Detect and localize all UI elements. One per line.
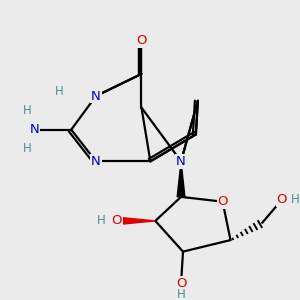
Text: H: H bbox=[291, 193, 300, 206]
Text: N: N bbox=[30, 123, 40, 136]
Text: O: O bbox=[176, 277, 186, 290]
Polygon shape bbox=[117, 217, 155, 225]
Text: O: O bbox=[112, 214, 122, 227]
Text: H: H bbox=[55, 85, 64, 98]
Text: N: N bbox=[91, 89, 101, 103]
Text: O: O bbox=[217, 195, 228, 208]
Text: H: H bbox=[177, 288, 185, 300]
Text: H: H bbox=[23, 142, 32, 155]
Text: N: N bbox=[91, 155, 101, 168]
Text: N: N bbox=[176, 155, 186, 168]
Text: H: H bbox=[23, 104, 32, 117]
Text: O: O bbox=[277, 193, 287, 206]
Text: H: H bbox=[97, 214, 106, 227]
Polygon shape bbox=[177, 161, 185, 197]
Text: O: O bbox=[136, 34, 147, 47]
